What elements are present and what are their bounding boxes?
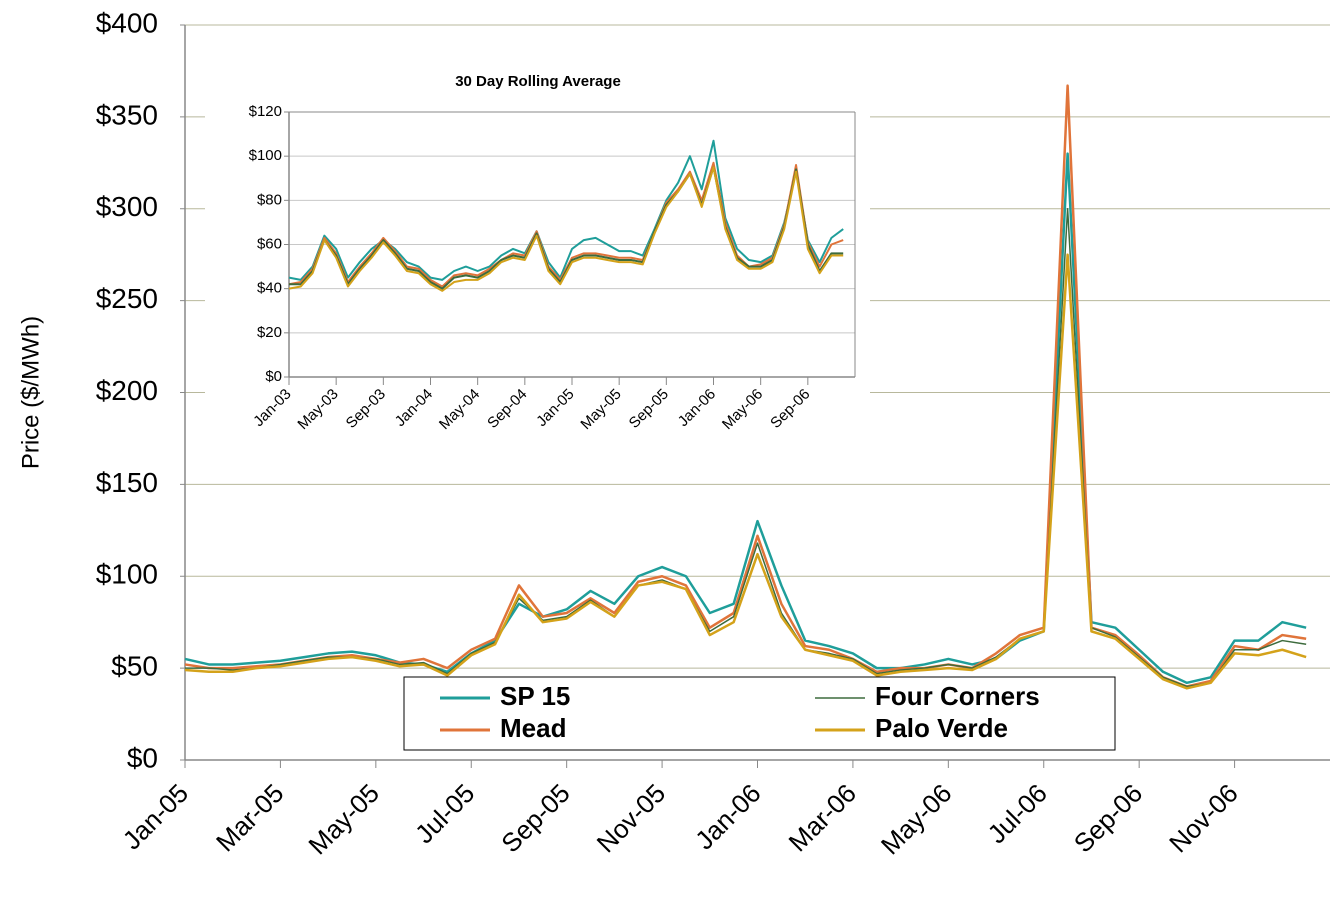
- x-tick-label: May-06: [875, 778, 958, 861]
- series-line: [184, 152, 1307, 685]
- legend-box: [403, 676, 1116, 751]
- y-tick-label: $200: [96, 375, 158, 406]
- legend-label: Palo Verde: [875, 713, 1008, 743]
- y-tick-label: $0: [127, 742, 158, 773]
- y-tick-label: $120: [249, 103, 282, 120]
- x-tick-label: Jan-05: [117, 778, 194, 855]
- y-tick-label: $0: [265, 368, 282, 385]
- chart-title: 30 Day Rolling Average: [455, 73, 621, 90]
- series-line: [184, 253, 1307, 690]
- legend-label: Four Corners: [875, 681, 1040, 711]
- x-tick-label: Mar-06: [783, 778, 862, 857]
- x-tick-label: Nov-06: [1163, 778, 1243, 858]
- x-tick-label: Jan-06: [689, 778, 766, 855]
- y-tick-label: $80: [257, 191, 282, 208]
- y-tick-label: $50: [111, 651, 158, 682]
- x-tick-label: Nov-05: [591, 778, 671, 858]
- x-tick-label: May-05: [302, 778, 385, 861]
- legend-label: Mead: [500, 713, 566, 743]
- series-line: [288, 166, 844, 292]
- series-line: [185, 208, 1307, 688]
- y-tick-label: $250: [96, 283, 158, 314]
- x-tick-label: Mar-05: [210, 778, 289, 857]
- x-tick-label: Sep-05: [495, 778, 575, 858]
- y-tick-label: $40: [257, 280, 282, 297]
- y-tick-label: $400: [96, 7, 158, 38]
- y-tick-label: $60: [257, 235, 282, 252]
- x-tick-label: Sep-06: [1068, 778, 1148, 858]
- y-tick-label: $350: [96, 99, 158, 130]
- y-tick-label: $100: [96, 559, 158, 590]
- y-tick-label: $100: [249, 147, 282, 164]
- y-tick-label: $20: [257, 324, 282, 341]
- series-line: [289, 166, 844, 290]
- legend-label: SP 15: [500, 681, 570, 711]
- y-tick-label: $150: [96, 467, 158, 498]
- y-tick-label: $300: [96, 191, 158, 222]
- y-axis-label: Price ($/MWh): [17, 316, 44, 469]
- x-tick-label: Jul-05: [409, 778, 480, 849]
- x-tick-label: Jul-06: [982, 778, 1053, 849]
